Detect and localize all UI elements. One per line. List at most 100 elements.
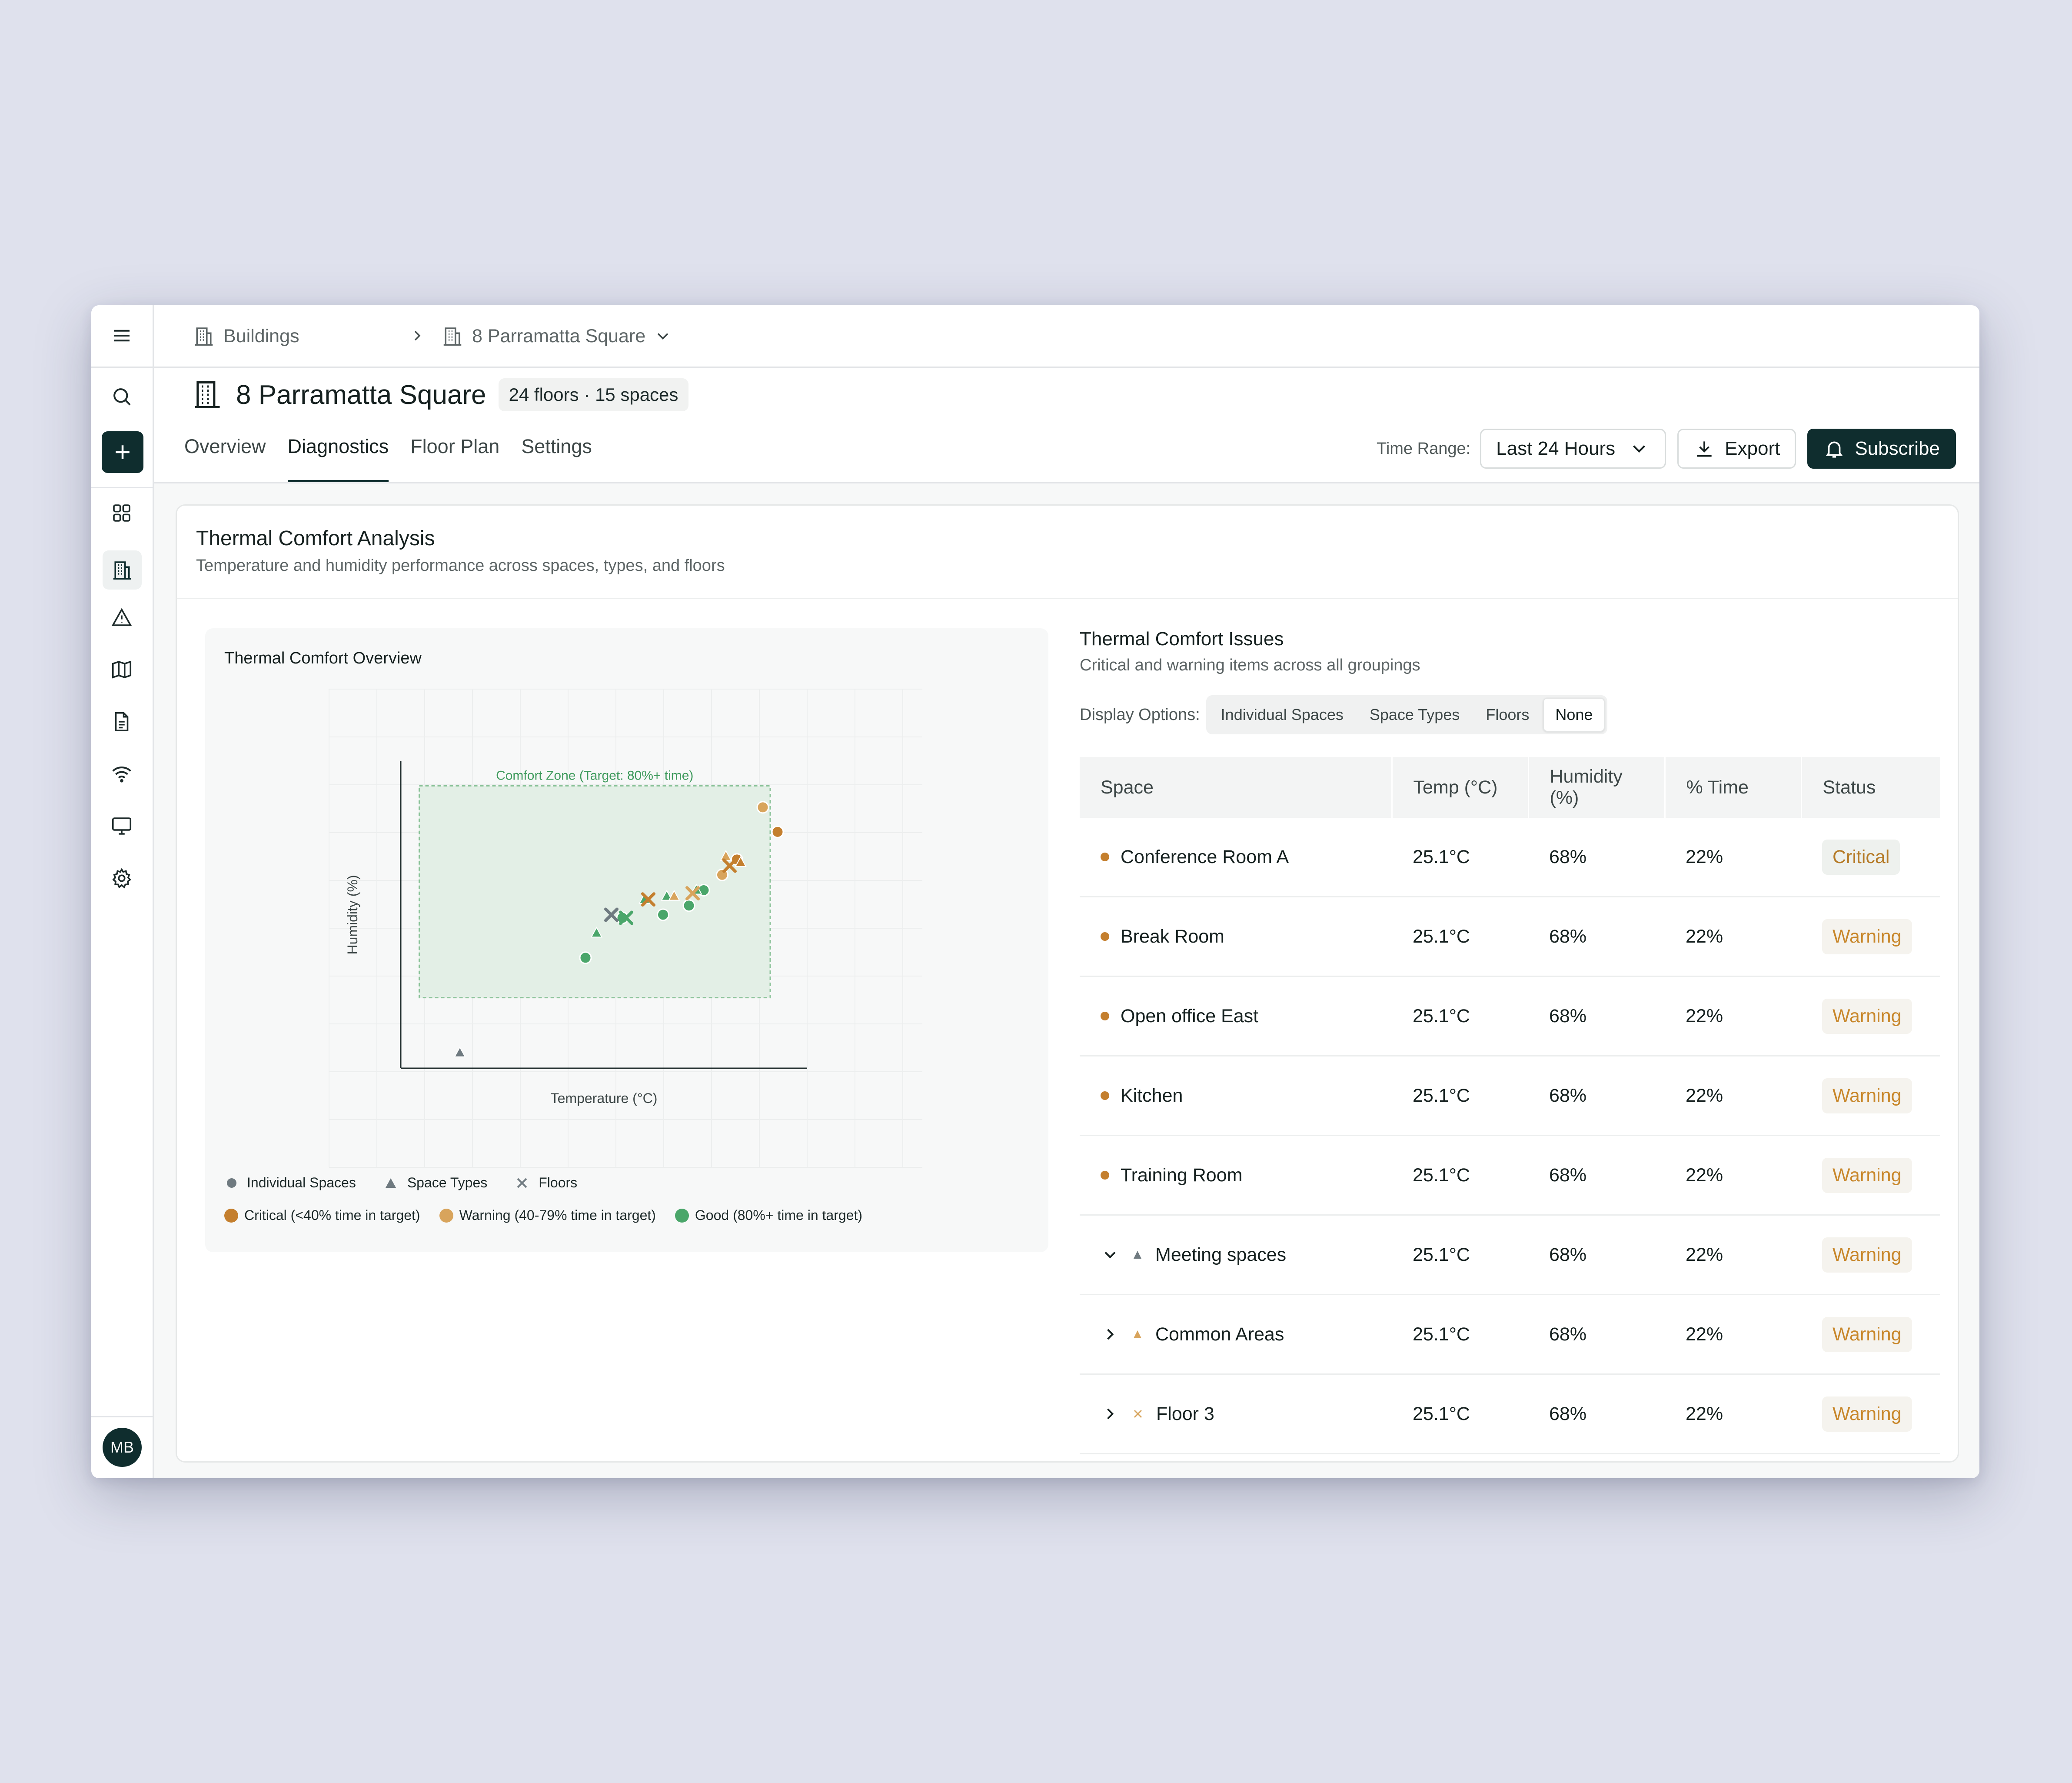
chevron-right-icon[interactable] xyxy=(1101,1404,1120,1423)
display-option-individual-spaces[interactable]: Individual Spaces xyxy=(1221,706,1344,723)
display-options-segmented-control: Individual Spaces Space Types Floors Non… xyxy=(1206,695,1608,734)
dashboard-grid-icon[interactable] xyxy=(108,499,136,527)
menu-icon[interactable] xyxy=(108,322,136,350)
cell-space: Break Room xyxy=(1080,896,1392,977)
legend-good-label: Good (80%+ time in target) xyxy=(695,1207,862,1223)
legend-shapes: Individual Spaces Space Types Floors xyxy=(227,1175,577,1191)
map-icon[interactable] xyxy=(108,656,136,683)
search-icon[interactable] xyxy=(108,383,136,410)
table-row[interactable]: Floor 3 25.1°C 68% 22% Warning xyxy=(1080,1374,1940,1454)
cell-humidity: 68% xyxy=(1528,1374,1665,1454)
cell-temp: 25.1°C xyxy=(1392,1056,1528,1136)
display-option-space-types[interactable]: Space Types xyxy=(1369,706,1460,723)
cell-temp: 25.1°C xyxy=(1392,1294,1528,1375)
rail-header xyxy=(91,305,153,368)
table-row[interactable]: Meeting spaces 25.1°C 68% 22% Warning xyxy=(1080,1215,1940,1295)
cell-status: Warning xyxy=(1801,976,1940,1056)
display-option-floors[interactable]: Floors xyxy=(1486,706,1530,723)
export-label: Export xyxy=(1725,438,1780,459)
cell-time: 22% xyxy=(1665,1294,1801,1375)
cell-humidity: 68% xyxy=(1528,896,1665,977)
left-rail: MB xyxy=(91,305,154,1478)
alert-triangle-icon[interactable] xyxy=(108,603,136,631)
legend-floors: Floors xyxy=(516,1175,577,1191)
issues-title: Thermal Comfort Issues xyxy=(1080,628,1284,650)
thermal-comfort-issues: Thermal Comfort Issues Critical and warn… xyxy=(1080,628,1940,1454)
data-point-floor xyxy=(619,910,633,925)
wifi-icon[interactable] xyxy=(108,760,136,788)
status-badge: Critical xyxy=(1822,839,1900,875)
user-avatar[interactable]: MB xyxy=(103,1428,142,1467)
legend-status: Critical (<40% time in target) Warning (… xyxy=(224,1207,862,1223)
cell-space: Common Areas xyxy=(1080,1294,1392,1375)
column-header-space[interactable]: Space xyxy=(1080,757,1393,818)
status-badge: Warning xyxy=(1822,1078,1912,1113)
tab-overview[interactable]: Overview xyxy=(184,435,266,457)
data-point-floor xyxy=(641,892,655,907)
circle-marker-icon xyxy=(227,1178,236,1188)
export-button[interactable]: Export xyxy=(1677,429,1796,469)
chevron-down-icon[interactable] xyxy=(1101,1245,1120,1264)
legend-warning-label: Warning (40-79% time in target) xyxy=(459,1207,656,1223)
status-badge: Warning xyxy=(1822,998,1912,1034)
cell-temp: 25.1°C xyxy=(1392,818,1528,897)
cell-space: Meeting spaces xyxy=(1080,1215,1392,1295)
status-badge: Warning xyxy=(1822,919,1912,954)
column-header-status[interactable]: Status xyxy=(1801,757,1940,818)
table-row[interactable]: Common Areas 25.1°C 68% 22% Warning xyxy=(1080,1294,1940,1375)
settings-gear-icon[interactable] xyxy=(108,864,136,892)
space-name: Kitchen xyxy=(1121,1085,1183,1106)
column-header-time[interactable]: % Time xyxy=(1665,757,1802,818)
cell-status: Warning xyxy=(1801,1294,1940,1375)
display-option-none[interactable]: None xyxy=(1543,698,1605,732)
critical-swatch xyxy=(224,1208,238,1223)
tab-diagnostics[interactable]: Diagnostics xyxy=(287,427,389,482)
space-name: Common Areas xyxy=(1155,1323,1284,1345)
rail-divider xyxy=(91,487,153,488)
data-point-space-type xyxy=(454,1046,466,1057)
data-point-floor xyxy=(604,907,619,922)
cell-temp: 25.1°C xyxy=(1392,1135,1528,1216)
data-point-floor xyxy=(685,886,700,901)
cell-temp: 25.1°C xyxy=(1392,1374,1528,1454)
table-row[interactable]: Training Room 25.1°C 68% 22% Warning xyxy=(1080,1135,1940,1216)
column-header-temp[interactable]: Temp (°C) xyxy=(1392,757,1529,818)
card-header: Thermal Comfort Analysis Temperature and… xyxy=(196,527,725,575)
cell-time: 22% xyxy=(1665,896,1801,977)
table-row[interactable]: Open office East 25.1°C 68% 22% Warning xyxy=(1080,976,1940,1056)
breadcrumb-building-selector[interactable]: 8 Parramatta Square xyxy=(441,324,672,348)
subscribe-button[interactable]: Subscribe xyxy=(1807,429,1956,469)
building-icon xyxy=(195,327,213,346)
add-button[interactable] xyxy=(102,431,143,473)
legend-space-types: Space Types xyxy=(385,1175,487,1191)
space-name: Floor 3 xyxy=(1156,1403,1214,1424)
table-row[interactable]: Break Room 25.1°C 68% 22% Warning xyxy=(1080,896,1940,977)
monitor-icon[interactable] xyxy=(108,812,136,840)
cell-status: Warning xyxy=(1801,1374,1940,1454)
column-header-humidity[interactable]: Humidity (%) xyxy=(1528,757,1666,818)
card-subtitle: Temperature and humidity performance acr… xyxy=(196,557,725,575)
plus-icon xyxy=(116,445,130,459)
buildings-nav-icon[interactable] xyxy=(103,550,142,590)
space-name: Open office East xyxy=(1121,1005,1259,1026)
tab-floor-plan[interactable]: Floor Plan xyxy=(410,435,500,457)
table-row[interactable]: Kitchen 25.1°C 68% 22% Warning xyxy=(1080,1056,1940,1136)
breadcrumb: Buildings 8 Parramatta Square xyxy=(154,305,1979,368)
cell-time: 22% xyxy=(1665,1135,1801,1216)
cell-time: 22% xyxy=(1665,1374,1801,1454)
legend-warning: Warning (40-79% time in target) xyxy=(439,1207,656,1223)
x-axis-label: Temperature (°C) xyxy=(551,1090,658,1106)
space-name: Conference Room A xyxy=(1121,846,1289,867)
table-row[interactable]: Conference Room A 25.1°C 68% 22% Critical xyxy=(1080,818,1940,897)
breadcrumb-buildings[interactable]: Buildings xyxy=(192,324,299,348)
tab-bar: Overview Diagnostics Floor Plan Settings xyxy=(184,427,592,482)
rail-divider-bottom xyxy=(91,1416,153,1417)
display-options: Display Options: Individual Spaces Space… xyxy=(1080,695,1608,734)
status-badge: Warning xyxy=(1822,1316,1912,1352)
tab-settings[interactable]: Settings xyxy=(521,435,592,457)
status-dot xyxy=(1101,932,1109,941)
chevron-right-icon[interactable] xyxy=(1101,1325,1120,1344)
document-icon[interactable] xyxy=(108,708,136,736)
time-range-select[interactable]: Last 24 Hours xyxy=(1480,429,1666,469)
cell-humidity: 68% xyxy=(1528,1135,1665,1216)
